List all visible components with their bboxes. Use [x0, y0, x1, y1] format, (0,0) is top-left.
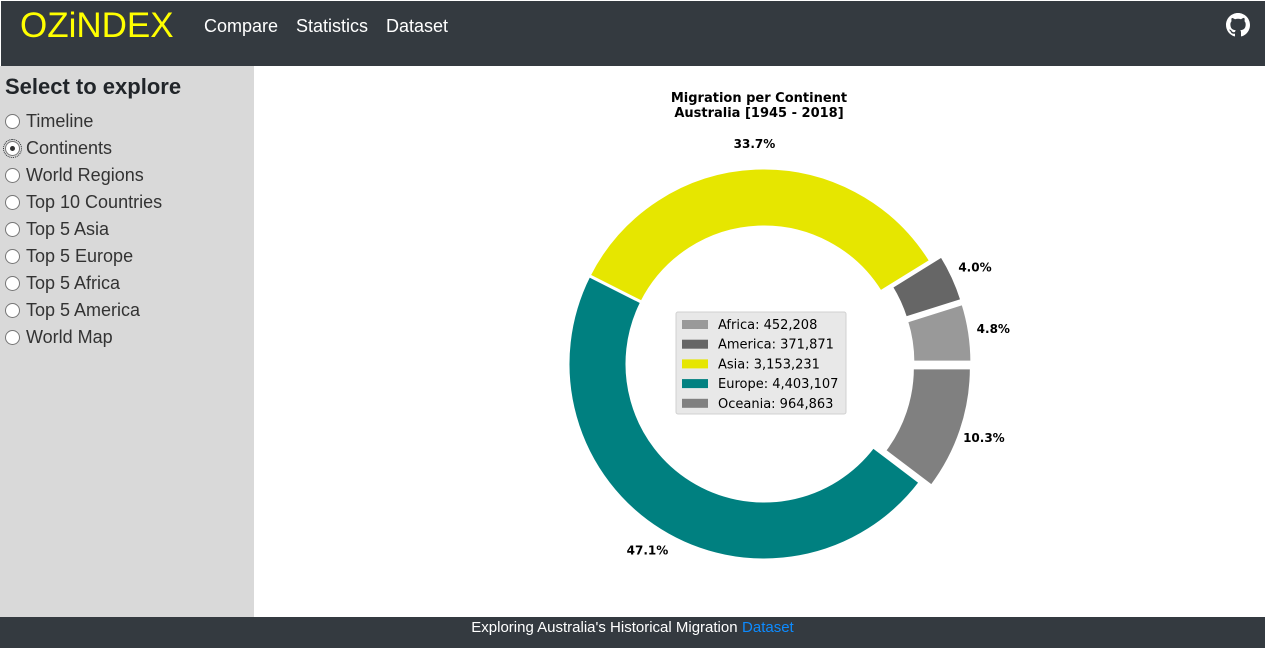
option-label: World Map: [26, 327, 113, 347]
option-label: Top 5 Europe: [26, 246, 134, 266]
nav-statistics[interactable]: Statistics: [296, 16, 369, 36]
donut-slices: [566, 166, 974, 562]
chart-subtitle: Australia [1945 - 2018]: [674, 106, 843, 121]
percent-label-europe: 47.1%: [627, 544, 669, 558]
sidebar-title: Select to explore: [5, 74, 182, 99]
option-top-5-africa[interactable]: Top 5 Africa: [5, 271, 120, 295]
donut-slice-oceania: [882, 366, 973, 489]
percent-label-asia: 33.7%: [734, 137, 776, 151]
radio-button[interactable]: [5, 248, 20, 264]
footer: Exploring Australia's Historical Migrati…: [0, 617, 1265, 648]
radio-button[interactable]: [5, 167, 20, 183]
option-label: Continents: [26, 138, 113, 158]
option-label: Top 10 Countries: [26, 192, 163, 212]
option-label: Top 5 America: [26, 300, 141, 320]
option-top-10-countries[interactable]: Top 10 Countries: [5, 190, 162, 214]
legend-swatch-oceania: [682, 398, 708, 408]
legend-swatch-africa: [682, 320, 708, 329]
legend-swatch-europe: [682, 379, 708, 389]
radio-button[interactable]: [5, 329, 20, 345]
legend-entry-africa: Africa: 452,208: [718, 318, 817, 333]
github-icon[interactable]: [1226, 13, 1250, 37]
footer-text: Exploring Australia's Historical Migrati…: [471, 619, 738, 636]
percent-label-oceania: 10.3%: [963, 431, 1005, 445]
donut-slice-africa: [904, 301, 974, 364]
radio-button[interactable]: [5, 194, 20, 210]
option-continents[interactable]: Continents: [3, 136, 113, 160]
legend-entry-europe: Europe: 4,403,107: [718, 377, 838, 392]
nav-compare[interactable]: Compare: [204, 16, 279, 36]
legend-swatch-asia: [682, 359, 708, 369]
brand-logo[interactable]: OZiNDEX: [20, 6, 174, 45]
chart-title: Migration per Continent: [671, 91, 847, 106]
radio-button[interactable]: [5, 275, 20, 291]
percent-label-america: 4.0%: [958, 260, 991, 274]
option-label: Timeline: [26, 111, 94, 131]
legend-box: [675, 311, 847, 415]
option-label: Top 5 Asia: [26, 219, 110, 239]
legend-entry-asia: Asia: 3,153,231: [718, 357, 820, 372]
nav-dataset[interactable]: Dataset: [386, 16, 449, 36]
percent-label-africa: 4.8%: [977, 322, 1010, 336]
option-label: World Regions: [26, 165, 144, 185]
option-top-5-asia[interactable]: Top 5 Asia: [5, 217, 109, 241]
chart-legend: Africa: 452,208 America: 371,871 Asia: 3,1…: [675, 311, 847, 415]
legend-entry-oceania: Oceania: 964,863: [718, 397, 833, 412]
percent-labels: 4.8% 4.0% 33.7% 47.1% 10.3%: [627, 137, 1010, 557]
option-top-5-europe[interactable]: Top 5 Europe: [5, 244, 133, 268]
option-label: Top 5 Africa: [26, 273, 121, 293]
radio-button[interactable]: [5, 221, 20, 237]
option-world-regions[interactable]: World Regions: [5, 163, 144, 187]
radio-button-checked[interactable]: [3, 138, 22, 158]
option-timeline[interactable]: Timeline: [5, 109, 93, 133]
legend-entry-america: America: 371,871: [718, 338, 834, 353]
legend-swatch-america: [682, 339, 708, 349]
option-world-map[interactable]: World Map: [5, 325, 113, 349]
radio-button[interactable]: [5, 113, 20, 129]
donut-chart: Migration per Continent Australia [1945 …: [566, 91, 1010, 562]
footer-dataset-link[interactable]: Dataset: [742, 619, 794, 636]
chart-area: Migration per Continent Australia [1945 …: [254, 66, 1265, 617]
navbar: OZiNDEX Compare Statistics Dataset: [1, 1, 1265, 66]
donut-slice-europe: [566, 273, 923, 562]
option-top-5-america[interactable]: Top 5 America: [5, 298, 140, 322]
radio-button[interactable]: [5, 302, 20, 318]
sidebar: Select to explore Timeline Continents Wo…: [0, 66, 254, 617]
donut-slice-asia: [587, 166, 933, 305]
